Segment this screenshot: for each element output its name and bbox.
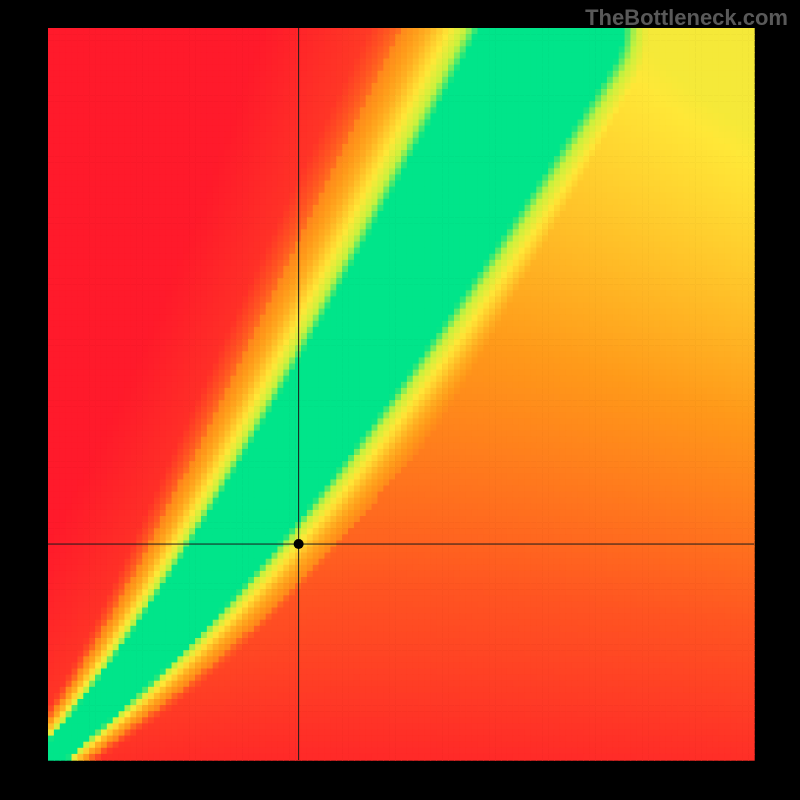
watermark: TheBottleneck.com <box>585 5 788 31</box>
heatmap-canvas <box>0 0 800 800</box>
chart-container: TheBottleneck.com <box>0 0 800 800</box>
